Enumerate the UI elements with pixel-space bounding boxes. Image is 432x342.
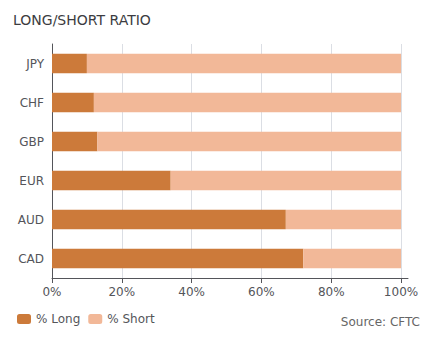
svg-text:CHF: CHF: [20, 96, 44, 110]
svg-text:Source: CFTC: Source: CFTC: [341, 315, 420, 329]
svg-text:GBP: GBP: [19, 135, 44, 149]
svg-text:EUR: EUR: [19, 174, 44, 188]
svg-text:100%: 100%: [384, 285, 418, 299]
svg-text:AUD: AUD: [18, 213, 44, 227]
svg-text:LONG/SHORT RATIO: LONG/SHORT RATIO: [13, 12, 151, 28]
svg-text:40%: 40%: [178, 285, 205, 299]
svg-text:CAD: CAD: [18, 252, 44, 266]
svg-text:% Short: % Short: [107, 312, 155, 326]
svg-text:JPY: JPY: [25, 57, 45, 71]
svg-text:0%: 0%: [42, 285, 61, 299]
svg-text:% Long: % Long: [36, 312, 80, 326]
svg-text:20%: 20%: [108, 285, 135, 299]
svg-text:60%: 60%: [248, 285, 275, 299]
svg-text:80%: 80%: [318, 285, 345, 299]
